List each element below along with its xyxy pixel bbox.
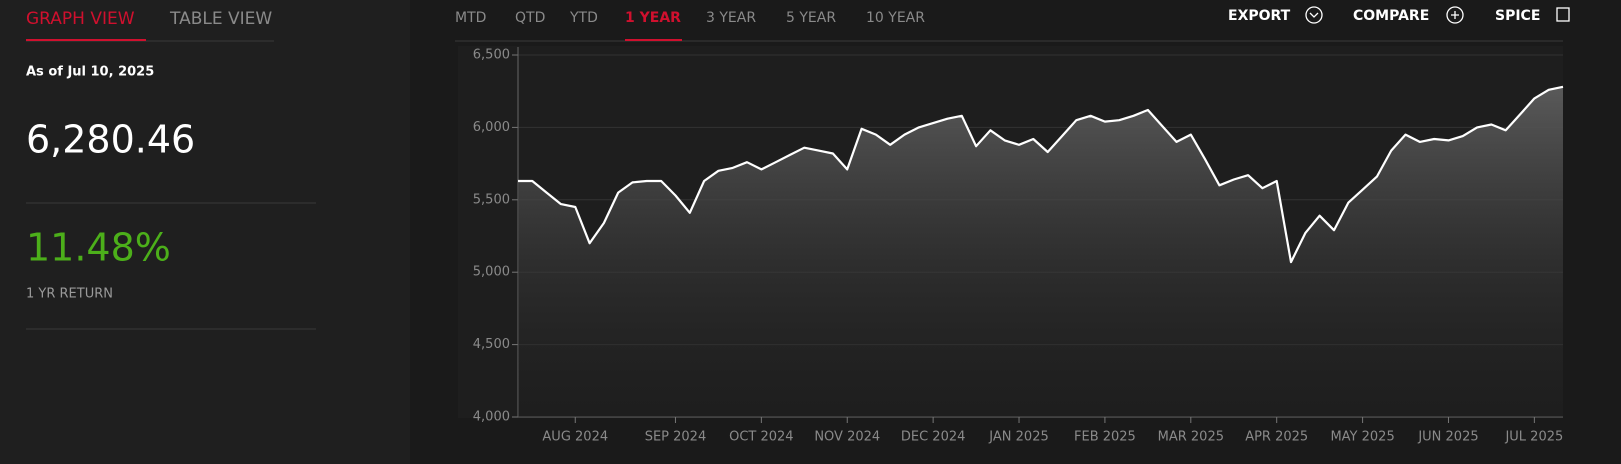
x-tick-label: NOV 2024 <box>814 430 880 445</box>
export-button[interactable]: EXPORT <box>1228 8 1291 24</box>
x-tick-label: AUG 2024 <box>542 430 608 445</box>
spice-icon[interactable] <box>1556 7 1570 22</box>
period-button[interactable]: MTD <box>455 10 486 26</box>
x-tick-label: SEP 2024 <box>645 430 707 445</box>
period-button[interactable]: 5 YEAR <box>786 10 836 26</box>
y-tick-label: 5,000 <box>473 265 510 280</box>
return-value: 11.48% <box>26 226 171 270</box>
x-tick-label: MAY 2025 <box>1330 430 1394 445</box>
x-tick-label: APR 2025 <box>1245 430 1308 445</box>
y-tick-label: 6,000 <box>473 120 510 135</box>
export-icon[interactable] <box>1305 6 1323 24</box>
tab-table[interactable]: TABLE VIEW <box>169 9 272 29</box>
price-line <box>518 85 1564 264</box>
spice-button[interactable]: SPICE <box>1495 8 1540 24</box>
period-button[interactable]: 1 YEAR <box>625 10 681 26</box>
x-tick-label: JUL 2025 <box>1504 430 1563 445</box>
compare-button[interactable]: COMPARE <box>1353 8 1429 24</box>
period-button[interactable]: 3 YEAR <box>706 10 756 26</box>
y-tick-label: 6,500 <box>473 48 510 63</box>
period-group: MTD QTD YTD 1 YEAR 3 YEAR 5 YEAR 10 YEAR <box>455 10 925 26</box>
tab-graph[interactable]: GRAPH VIEW <box>26 9 135 29</box>
as-of: As of Jul 10, 2025 <box>26 65 154 80</box>
export-icon <box>1309 12 1319 18</box>
compare-icon[interactable] <box>1446 6 1464 24</box>
left-panel <box>0 0 410 464</box>
y-tick-label: 5,500 <box>473 192 510 207</box>
return-label: 1 YR RETURN <box>26 287 113 302</box>
compare-icon <box>1451 11 1459 19</box>
x-tick-label: DEC 2024 <box>901 430 966 445</box>
period-button[interactable]: QTD <box>515 10 545 26</box>
x-tick-label: OCT 2024 <box>729 430 793 445</box>
period-button[interactable]: 10 YEAR <box>866 10 925 26</box>
price: 6,280.46 <box>26 118 195 162</box>
y-tick-label: 4,000 <box>473 410 510 425</box>
period-button[interactable]: YTD <box>569 10 598 26</box>
x-tick-label: JUN 2025 <box>1417 430 1478 445</box>
y-tick-label: 4,500 <box>473 337 510 352</box>
x-tick-label: MAR 2025 <box>1158 430 1224 445</box>
chart: 4,000 4,500 5,000 5,500 6,000 6,500 AUG 2024 SE… <box>473 47 1563 445</box>
area-fill <box>518 86 1563 418</box>
x-tick-label: JAN 2025 <box>988 430 1048 445</box>
x-tick-label: FEB 2025 <box>1074 430 1136 445</box>
